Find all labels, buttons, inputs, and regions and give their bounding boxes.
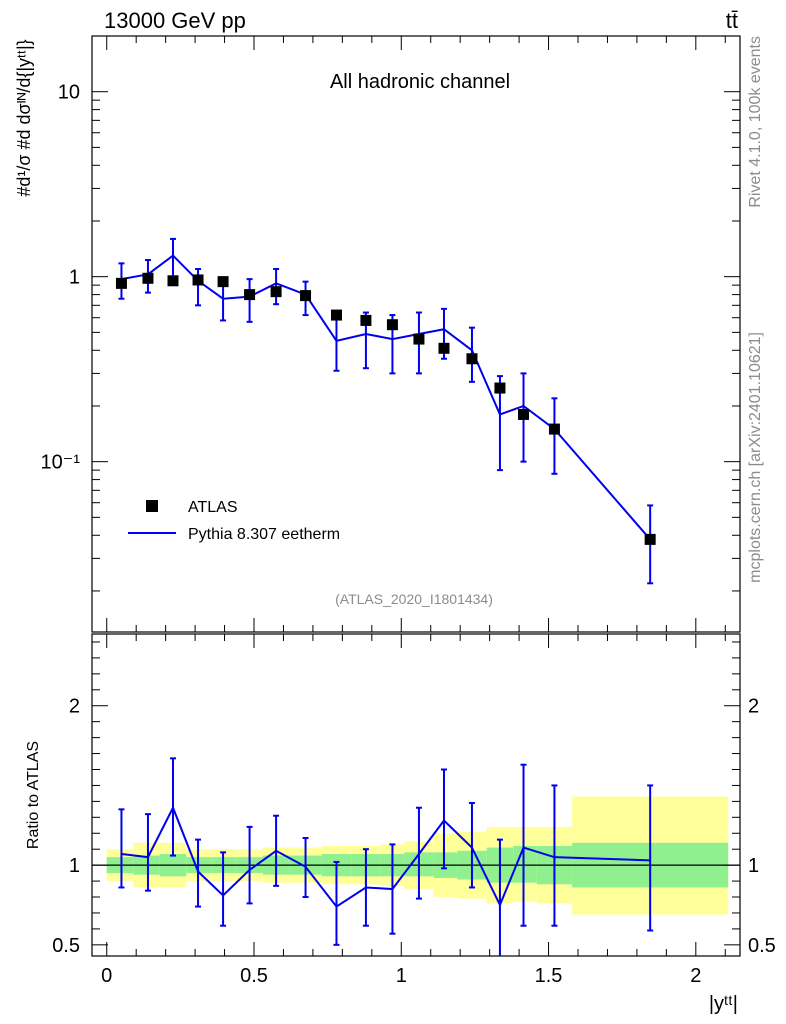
x-axis-label: |yᵗᵗ| (709, 993, 738, 1015)
x-tick-label: 0 (101, 965, 112, 987)
mc-line (121, 254, 651, 541)
atlas-data-point (413, 333, 425, 345)
atlas-data-point (115, 277, 127, 289)
x-tick-label: 1.5 (535, 965, 563, 987)
process-label: tt̄ (726, 8, 738, 33)
mcplots-label: mcplots.cern.ch [arXiv:2401.10621] (747, 332, 764, 583)
ratio-tick-label-right: 1 (748, 855, 759, 877)
atlas-data-point (300, 290, 312, 302)
legend-marker-atlas (146, 500, 158, 512)
atlas-data-point (244, 289, 256, 301)
ratio-line (121, 805, 651, 908)
atlas-data-point (330, 309, 342, 321)
ratio-tick-label: 2 (69, 696, 80, 718)
atlas-data-point (270, 286, 282, 298)
atlas-data-point (518, 408, 530, 420)
ratio-tick-label: 0.5 (52, 935, 80, 957)
y-tick-label: 10 (58, 82, 80, 104)
atlas-data-point (360, 314, 372, 326)
atlas-data-point (167, 275, 179, 287)
main-title: All hadronic channel (330, 71, 510, 93)
atlas-data-point (438, 342, 450, 354)
y-tick-label: 10⁻¹ (41, 452, 81, 474)
atlas-data-point (142, 272, 154, 284)
energy-label: 13000 GeV pp (104, 8, 246, 33)
atlas-data-point (386, 319, 398, 331)
atlas-data-point (466, 353, 478, 365)
main-plot: 10 1 10⁻¹ (41, 35, 741, 633)
ratio-tick-label-right: 0.5 (748, 935, 776, 957)
y-tick-label: 1 (69, 267, 80, 289)
atlas-data-point (217, 276, 229, 288)
main-ylabel: #d¹/σ #d dσᴵᴺ/d{|yᵗᵗ|} (14, 39, 34, 196)
x-tick-label: 0.5 (240, 965, 268, 987)
ratio-plot: 0 0.5 1 1.5 2 2 2 1 1 0.5 0.5 (52, 633, 776, 987)
ratio-tick-label: 1 (69, 855, 80, 877)
legend-label-mc: Pythia 8.307 eetherm (188, 526, 340, 543)
rivet-label: Rivet 4.1.0, 100k events (747, 36, 764, 208)
atlas-data-point (644, 533, 656, 545)
ratio-frame (91, 633, 741, 957)
main-frame (91, 35, 741, 633)
atlas-data-point (192, 274, 204, 286)
analysis-watermark: (ATLAS_2020_I1801434) (335, 591, 493, 607)
ratio-tick-label-right: 2 (748, 696, 759, 718)
atlas-data-point (494, 382, 506, 394)
ratio-ylabel: Ratio to ATLAS (25, 741, 42, 849)
legend: ATLAS Pythia 8.307 eetherm (128, 499, 340, 543)
atlas-data-point (548, 423, 560, 435)
x-tick-label: 1 (396, 965, 407, 987)
uncertainty-band-inner (513, 846, 537, 883)
legend-label-atlas: ATLAS (188, 499, 238, 516)
x-tick-label: 2 (690, 965, 701, 987)
